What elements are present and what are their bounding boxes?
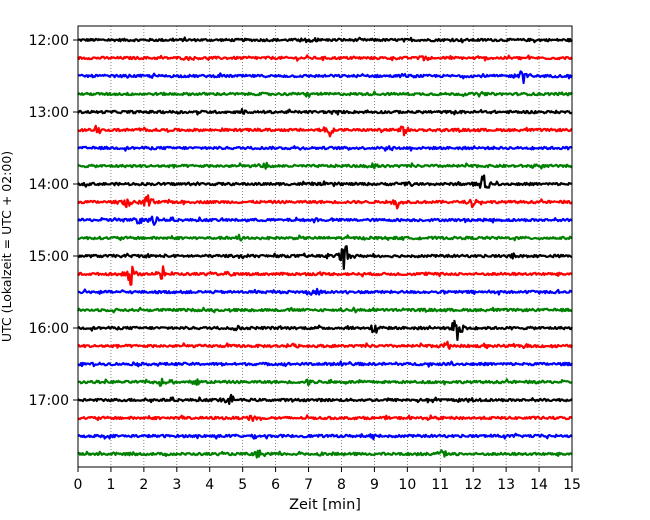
- trace-line: [77, 245, 573, 270]
- x-tick-label: 5: [238, 477, 247, 493]
- x-axis-label: Zeit [min]: [289, 497, 361, 513]
- y-tick-label: 17:00: [29, 393, 69, 409]
- y-tick-label: 13:00: [29, 105, 69, 121]
- trace-line: [77, 36, 573, 44]
- x-tick-label: 3: [172, 477, 181, 493]
- plot-frame: [77, 25, 573, 468]
- y-tick-label: 12:00: [29, 33, 69, 49]
- trace-line: [77, 414, 573, 422]
- trace-line: [77, 340, 573, 350]
- x-tick-label: 14: [530, 477, 548, 493]
- trace-line: [77, 449, 573, 459]
- trace-line: [77, 393, 573, 405]
- y-tick-label: 14:00: [29, 177, 69, 193]
- trace-line: [77, 161, 573, 170]
- y-axis-label: UTC (Lokalzeit = UTC + 02:00): [0, 151, 14, 342]
- trace-line: [77, 233, 573, 242]
- x-tick-label: 15: [563, 477, 581, 493]
- x-tick-label: 1: [106, 477, 115, 493]
- x-tick-label: 2: [139, 477, 148, 493]
- trace-line: [77, 145, 573, 152]
- x-tick-label: 9: [370, 477, 379, 493]
- trace-line: [77, 108, 573, 116]
- trace-line: [77, 194, 573, 210]
- trace-line: [77, 215, 573, 226]
- x-tick-label: 12: [464, 477, 482, 493]
- x-axis-ticks: 0 1 2 3 4 5 6 7 8 9 10 11 12 13 14 15: [74, 467, 581, 493]
- trace-group: [76, 36, 573, 459]
- x-tick-label: 0: [74, 477, 83, 493]
- x-tick-label: 4: [205, 477, 214, 493]
- trace-line: [76, 306, 573, 314]
- trace-line: [77, 265, 573, 286]
- trace-line: [77, 124, 573, 138]
- y-tick-label: 16:00: [29, 321, 69, 337]
- x-tick-label: 10: [398, 477, 416, 493]
- x-tick-label: 8: [337, 477, 346, 493]
- trace-line: [77, 360, 573, 368]
- trace-line: [77, 287, 573, 296]
- trace-line: [77, 70, 573, 85]
- trace-line: [77, 319, 573, 341]
- trace-line: [77, 90, 573, 98]
- trace-line: [77, 432, 573, 441]
- x-tick-label: 7: [304, 477, 313, 493]
- x-tick-label: 6: [271, 477, 280, 493]
- y-axis-ticks: 12:00 13:00 14:00 15:00 16:00 17:00: [29, 33, 78, 409]
- x-tick-label: 11: [431, 477, 449, 493]
- trace-line: [77, 54, 573, 62]
- y-tick-label: 15:00: [29, 249, 69, 265]
- trace-line: [77, 174, 573, 189]
- x-tick-label: 13: [497, 477, 515, 493]
- trace-line: [77, 377, 573, 387]
